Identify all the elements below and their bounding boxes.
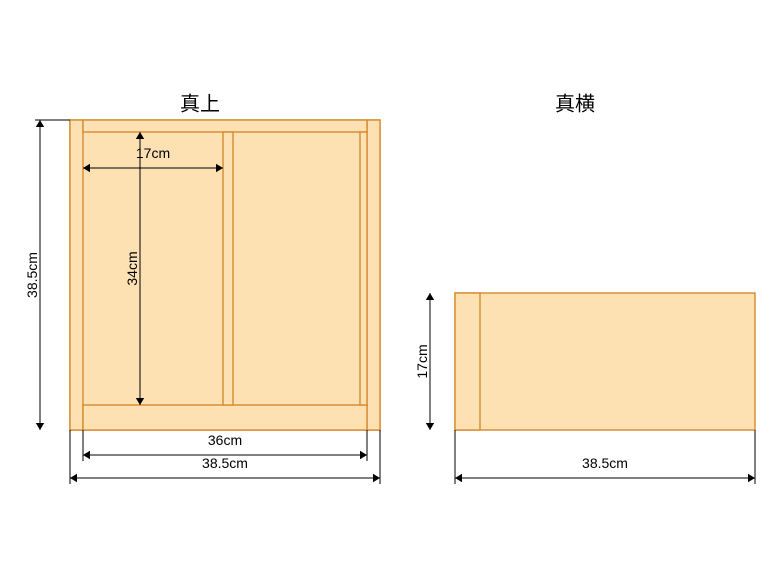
dimension-horizontal: 36cm xyxy=(83,432,367,459)
svg-text:38.5cm: 38.5cm xyxy=(582,455,628,471)
dimension-vertical: 17cm xyxy=(414,293,434,430)
svg-text:17cm: 17cm xyxy=(136,145,170,161)
dimension-horizontal: 38.5cm xyxy=(455,455,755,482)
side-view-title: 真横 xyxy=(555,92,595,115)
svg-text:17cm: 17cm xyxy=(414,344,430,378)
svg-text:38.5cm: 38.5cm xyxy=(202,455,248,471)
svg-text:38.5cm: 38.5cm xyxy=(24,252,40,298)
top-view-title: 真上 xyxy=(180,92,220,115)
dimension-horizontal: 38.5cm xyxy=(70,455,380,482)
side-view: 真横 17cm 38.5cm xyxy=(414,92,755,484)
svg-text:36cm: 36cm xyxy=(208,432,242,448)
svg-text:34cm: 34cm xyxy=(124,251,140,285)
top-view: 真上 38.5cm 38.5cm 36cm 17cm 34cm xyxy=(24,92,380,484)
dimension-vertical: 38.5cm xyxy=(24,120,44,430)
